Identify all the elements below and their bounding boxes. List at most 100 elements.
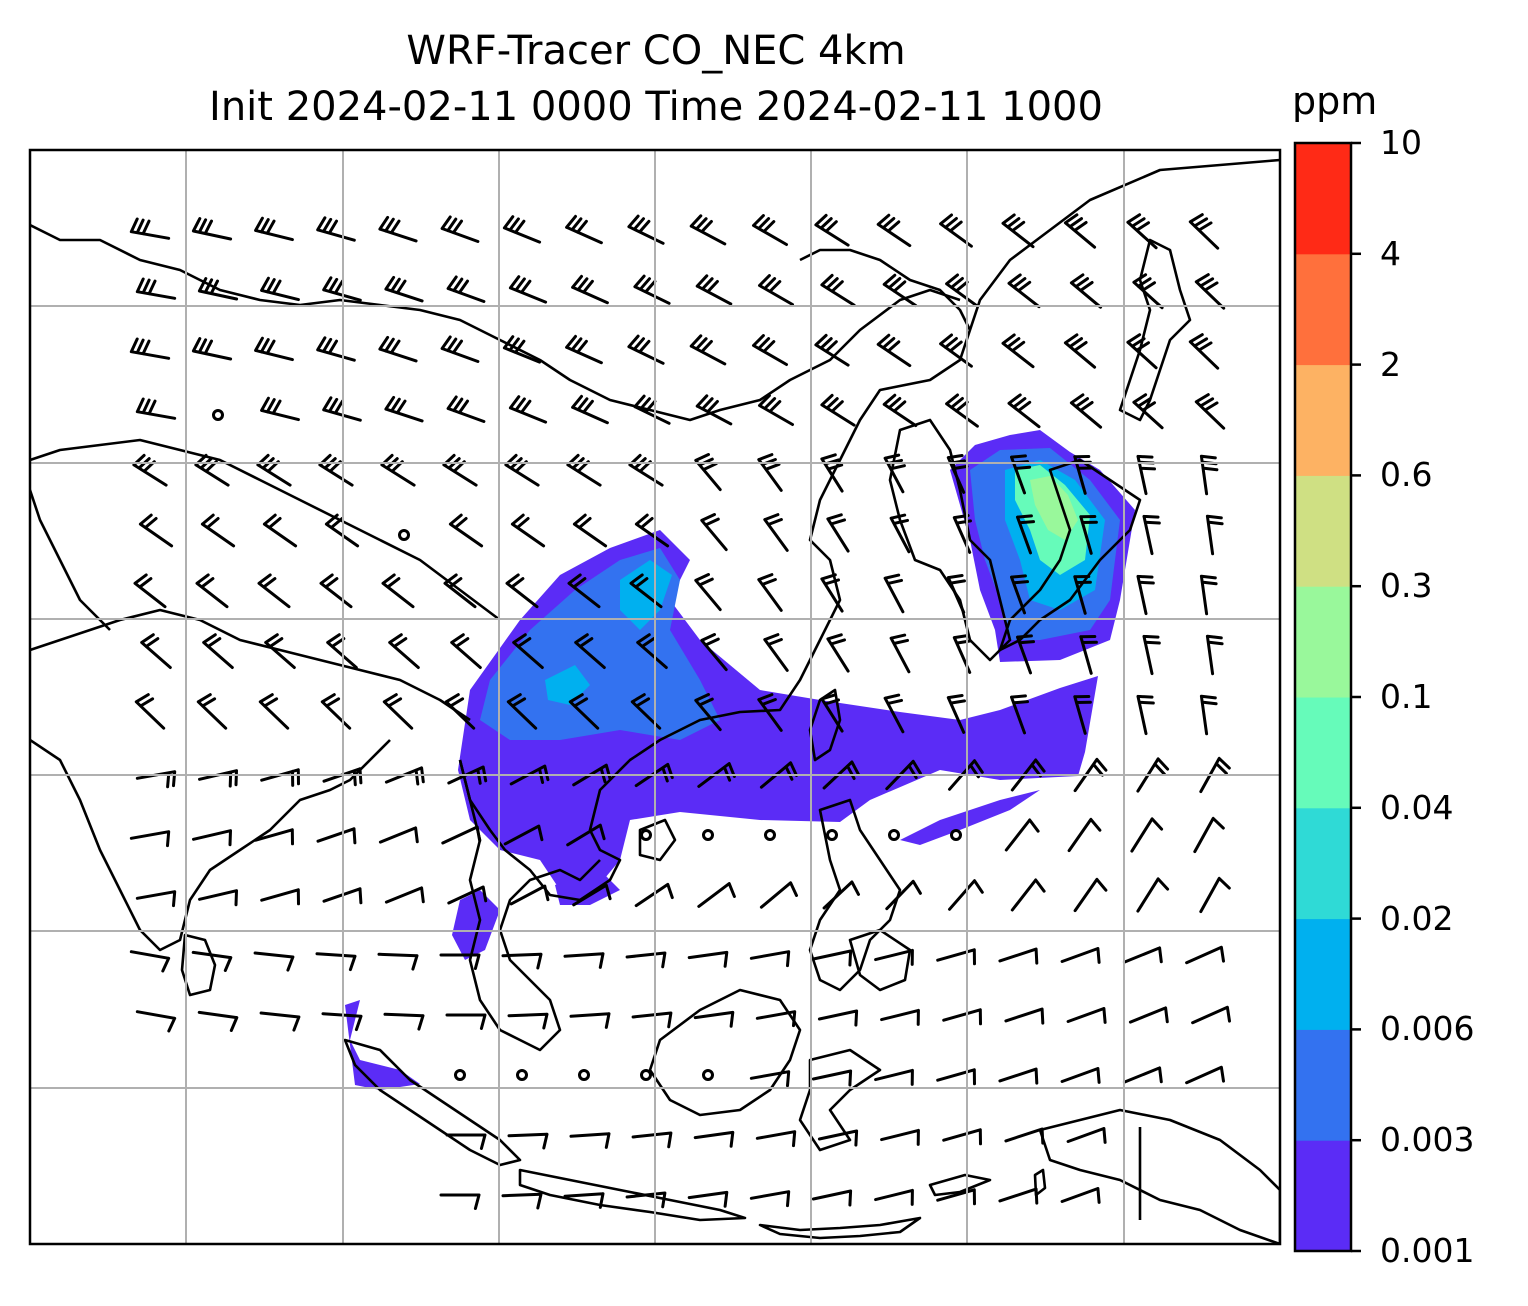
border-line-a (30, 223, 961, 422)
colorbar-tick-label: 0.1 (1380, 677, 1433, 716)
wind-barb (822, 880, 860, 910)
wind-barb (1060, 1067, 1101, 1084)
wind-barb (198, 889, 238, 907)
wind-barb (563, 952, 605, 969)
wind-barb (1122, 946, 1163, 964)
wind-barb (378, 826, 419, 844)
calm-wind-marker (454, 1069, 466, 1081)
colorbar-tick-label: 0.6 (1380, 455, 1433, 495)
coastline-sumatra (343, 1038, 522, 1167)
wind-barb (1066, 1007, 1107, 1024)
wind-barb (502, 215, 542, 244)
wind-barb (571, 274, 609, 305)
wind-barb (814, 333, 850, 367)
colorbar-tick-label: 0.006 (1380, 1009, 1475, 1049)
wind-barb (1205, 634, 1224, 676)
wind-barb (1010, 454, 1032, 495)
wind-barb (882, 273, 918, 308)
border-line-d (30, 489, 111, 631)
wind-barb (1010, 694, 1029, 735)
wind-barb (876, 333, 912, 368)
wind-barb (945, 393, 979, 428)
coastline-srilanka (180, 933, 217, 997)
wind-barb (998, 947, 1039, 965)
coastline-timor (928, 1173, 992, 1197)
wind-barb (752, 214, 788, 246)
wind-barb (569, 1132, 611, 1149)
colorbar-segment (1295, 475, 1351, 587)
colorbar-segment (1295, 586, 1351, 698)
wind-barb (811, 1189, 853, 1207)
wind-barb (946, 694, 966, 734)
wind-barb (820, 693, 844, 733)
wind-barb (817, 1009, 859, 1027)
colorbar-segment (1295, 807, 1351, 920)
wind-barb (759, 881, 798, 909)
colorbar-segment (1295, 253, 1351, 366)
wind-barb (755, 1130, 797, 1148)
wind-barb (1199, 876, 1231, 914)
wind-barb (1079, 635, 1098, 675)
wind-barb (563, 1192, 605, 1209)
wind-barb (1073, 575, 1092, 615)
wind-barb (445, 1013, 487, 1030)
wind-barb (998, 1067, 1039, 1085)
wind-barb (378, 215, 418, 243)
wind-barb (820, 573, 844, 613)
wind-barb (695, 274, 733, 306)
wind-barb (502, 335, 542, 364)
wind-barb (883, 693, 905, 734)
wind-barb (133, 573, 167, 609)
plume-peninsula (452, 890, 500, 960)
wind-barb (755, 1010, 797, 1028)
coastline-sulawesi (798, 1048, 882, 1152)
wind-barb (826, 633, 850, 673)
wind-barb (998, 1187, 1039, 1205)
wind-barb (510, 513, 546, 548)
wind-barb (885, 879, 922, 911)
border-line-c (30, 608, 471, 722)
wind-barb (811, 1069, 853, 1087)
wind-barb (508, 395, 548, 424)
wind-barb (1193, 816, 1225, 854)
wind-barb (883, 453, 906, 494)
wind-barb (625, 951, 667, 969)
wind-barb (450, 633, 482, 669)
wind-barb (442, 453, 478, 487)
wind-barb (1001, 333, 1035, 369)
wind-barb (253, 951, 295, 972)
wind-barb (260, 888, 300, 906)
wind-barb (381, 573, 415, 609)
wind-barb (936, 1188, 976, 1206)
wind-barb (758, 394, 794, 426)
wind-barb (1060, 947, 1101, 964)
wind-barb (820, 273, 856, 307)
wind-barb (1069, 273, 1103, 309)
wind-barb (757, 573, 783, 612)
calm-wind-marker (516, 1069, 528, 1081)
wind-barb (942, 1008, 982, 1026)
coastline-newguinea (1038, 1108, 1280, 1244)
wind-barb (440, 215, 480, 243)
wind-barb (874, 1188, 914, 1206)
calm-circles (212, 409, 962, 1081)
colorbar-segment (1295, 697, 1351, 809)
wind-barb (1069, 393, 1103, 429)
wind-barb (694, 573, 722, 612)
wind-barb (889, 633, 911, 674)
wind-barb (634, 513, 670, 548)
wind-barb (316, 827, 357, 845)
wind-barb (1188, 333, 1220, 370)
colorbar-tick-marks (1351, 141, 1361, 1253)
colorbar-segment (1295, 918, 1351, 1030)
wind-barb (129, 337, 171, 360)
coastlines (30, 158, 1280, 1244)
chart-title-line1: WRF-Tracer CO_NEC 4km (406, 28, 906, 74)
wind-barb (383, 1012, 425, 1031)
coastline-java (518, 1168, 747, 1222)
coastline-india (30, 738, 391, 952)
border-line-b (30, 438, 501, 622)
wind-barb (694, 693, 722, 732)
wind-barb (1136, 877, 1170, 913)
